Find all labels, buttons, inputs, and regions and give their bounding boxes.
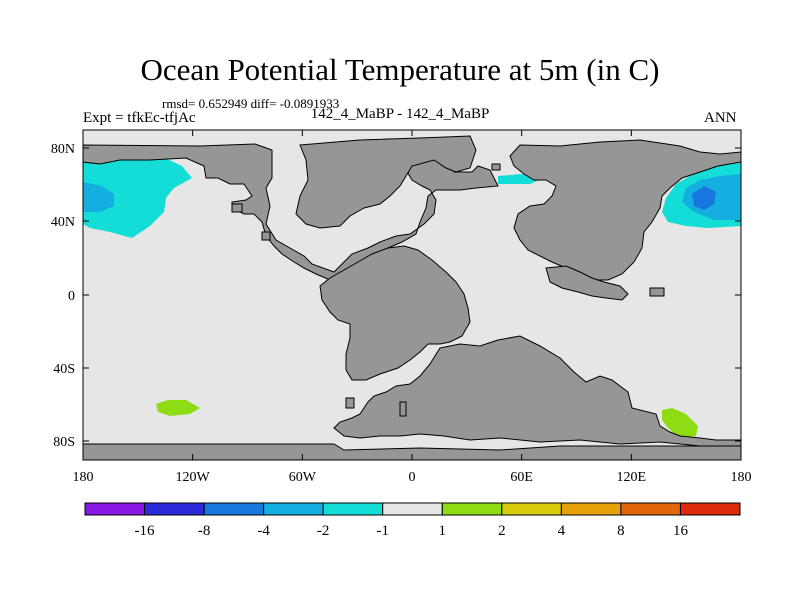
island-4 [399, 401, 407, 417]
y-tick-label: 80S [53, 435, 75, 450]
y-tick-label: 0 [68, 289, 75, 304]
y-tick-label: 40S [53, 362, 75, 377]
colorbar-label: 1 [439, 523, 447, 539]
colorbar-label: -8 [198, 523, 211, 539]
colorbar-label: -1 [376, 523, 389, 539]
plot-title: Ocean Potential Temperature at 5m (in C) [140, 52, 660, 87]
island-6 [649, 287, 665, 297]
colorbar-swatch [144, 502, 205, 516]
x-tick-label: 120E [617, 470, 647, 485]
colorbar-label: 4 [558, 523, 566, 539]
x-tick-label: 60W [289, 470, 317, 485]
y-tick-label: 40N [51, 215, 75, 230]
x-tick-label: 120W [176, 470, 211, 485]
cold-anomaly-north-pacific [83, 158, 192, 238]
island-2 [261, 231, 271, 241]
map-axes: 180 120W 60W 0 60E 120E 180 80N 40N 0 40S 80S [51, 130, 752, 485]
stats-label: rmsd= 0.652949 diff= -0.0891933 [162, 96, 340, 111]
x-tick-label: 180 [731, 470, 752, 485]
colorbar-swatch [620, 502, 681, 516]
colorbar-swatch [501, 502, 562, 516]
colorbar-swatch [441, 502, 503, 516]
colorbar-label: 8 [617, 523, 625, 539]
australia-landmass [545, 265, 629, 301]
strong-cold-core-pacific [83, 182, 114, 212]
colorbar-label: 16 [673, 523, 689, 539]
x-tick-label: 180 [73, 470, 94, 485]
colorbar-swatch [679, 502, 741, 516]
colorbar-label: 2 [498, 523, 506, 539]
africa-antarctic-landmass [333, 335, 742, 447]
colorbar-swatch [382, 502, 443, 516]
colorbar-swatch [322, 502, 384, 516]
greenland-landmass [295, 135, 477, 229]
strong-cold-core-northwest-pacific [692, 186, 716, 210]
colorbar: -16 -8 -4 -2 -1 1 2 4 8 16 [84, 502, 741, 539]
experiment-label: Expt = tfkEc-tfjAc [83, 110, 196, 126]
colorbar-swatch [560, 502, 622, 516]
colorbar-swatch [203, 502, 265, 516]
colorbar-swatch [263, 502, 324, 516]
warm-anomaly-south-pacific [156, 400, 200, 416]
season-label: ANN [704, 110, 737, 126]
warm-anomaly-southern-ocean [662, 408, 698, 438]
island-3 [345, 397, 355, 409]
period-label: 142_4_MaBP - 142_4_MaBP [310, 106, 490, 122]
colorbar-label: -16 [135, 523, 155, 539]
map-panel [82, 129, 742, 461]
colorbar-swatch [84, 502, 146, 516]
x-tick-label: 0 [409, 470, 416, 485]
colorbar-label: -4 [257, 523, 270, 539]
south-america-landmass [319, 245, 471, 381]
y-tick-label: 80N [51, 142, 75, 157]
colorbar-label: -2 [317, 523, 330, 539]
x-tick-label: 60E [510, 470, 533, 485]
eurasia-landmass [509, 139, 742, 281]
island-1 [231, 203, 243, 213]
island-5 [491, 163, 501, 171]
north-america-landmass [82, 143, 499, 281]
